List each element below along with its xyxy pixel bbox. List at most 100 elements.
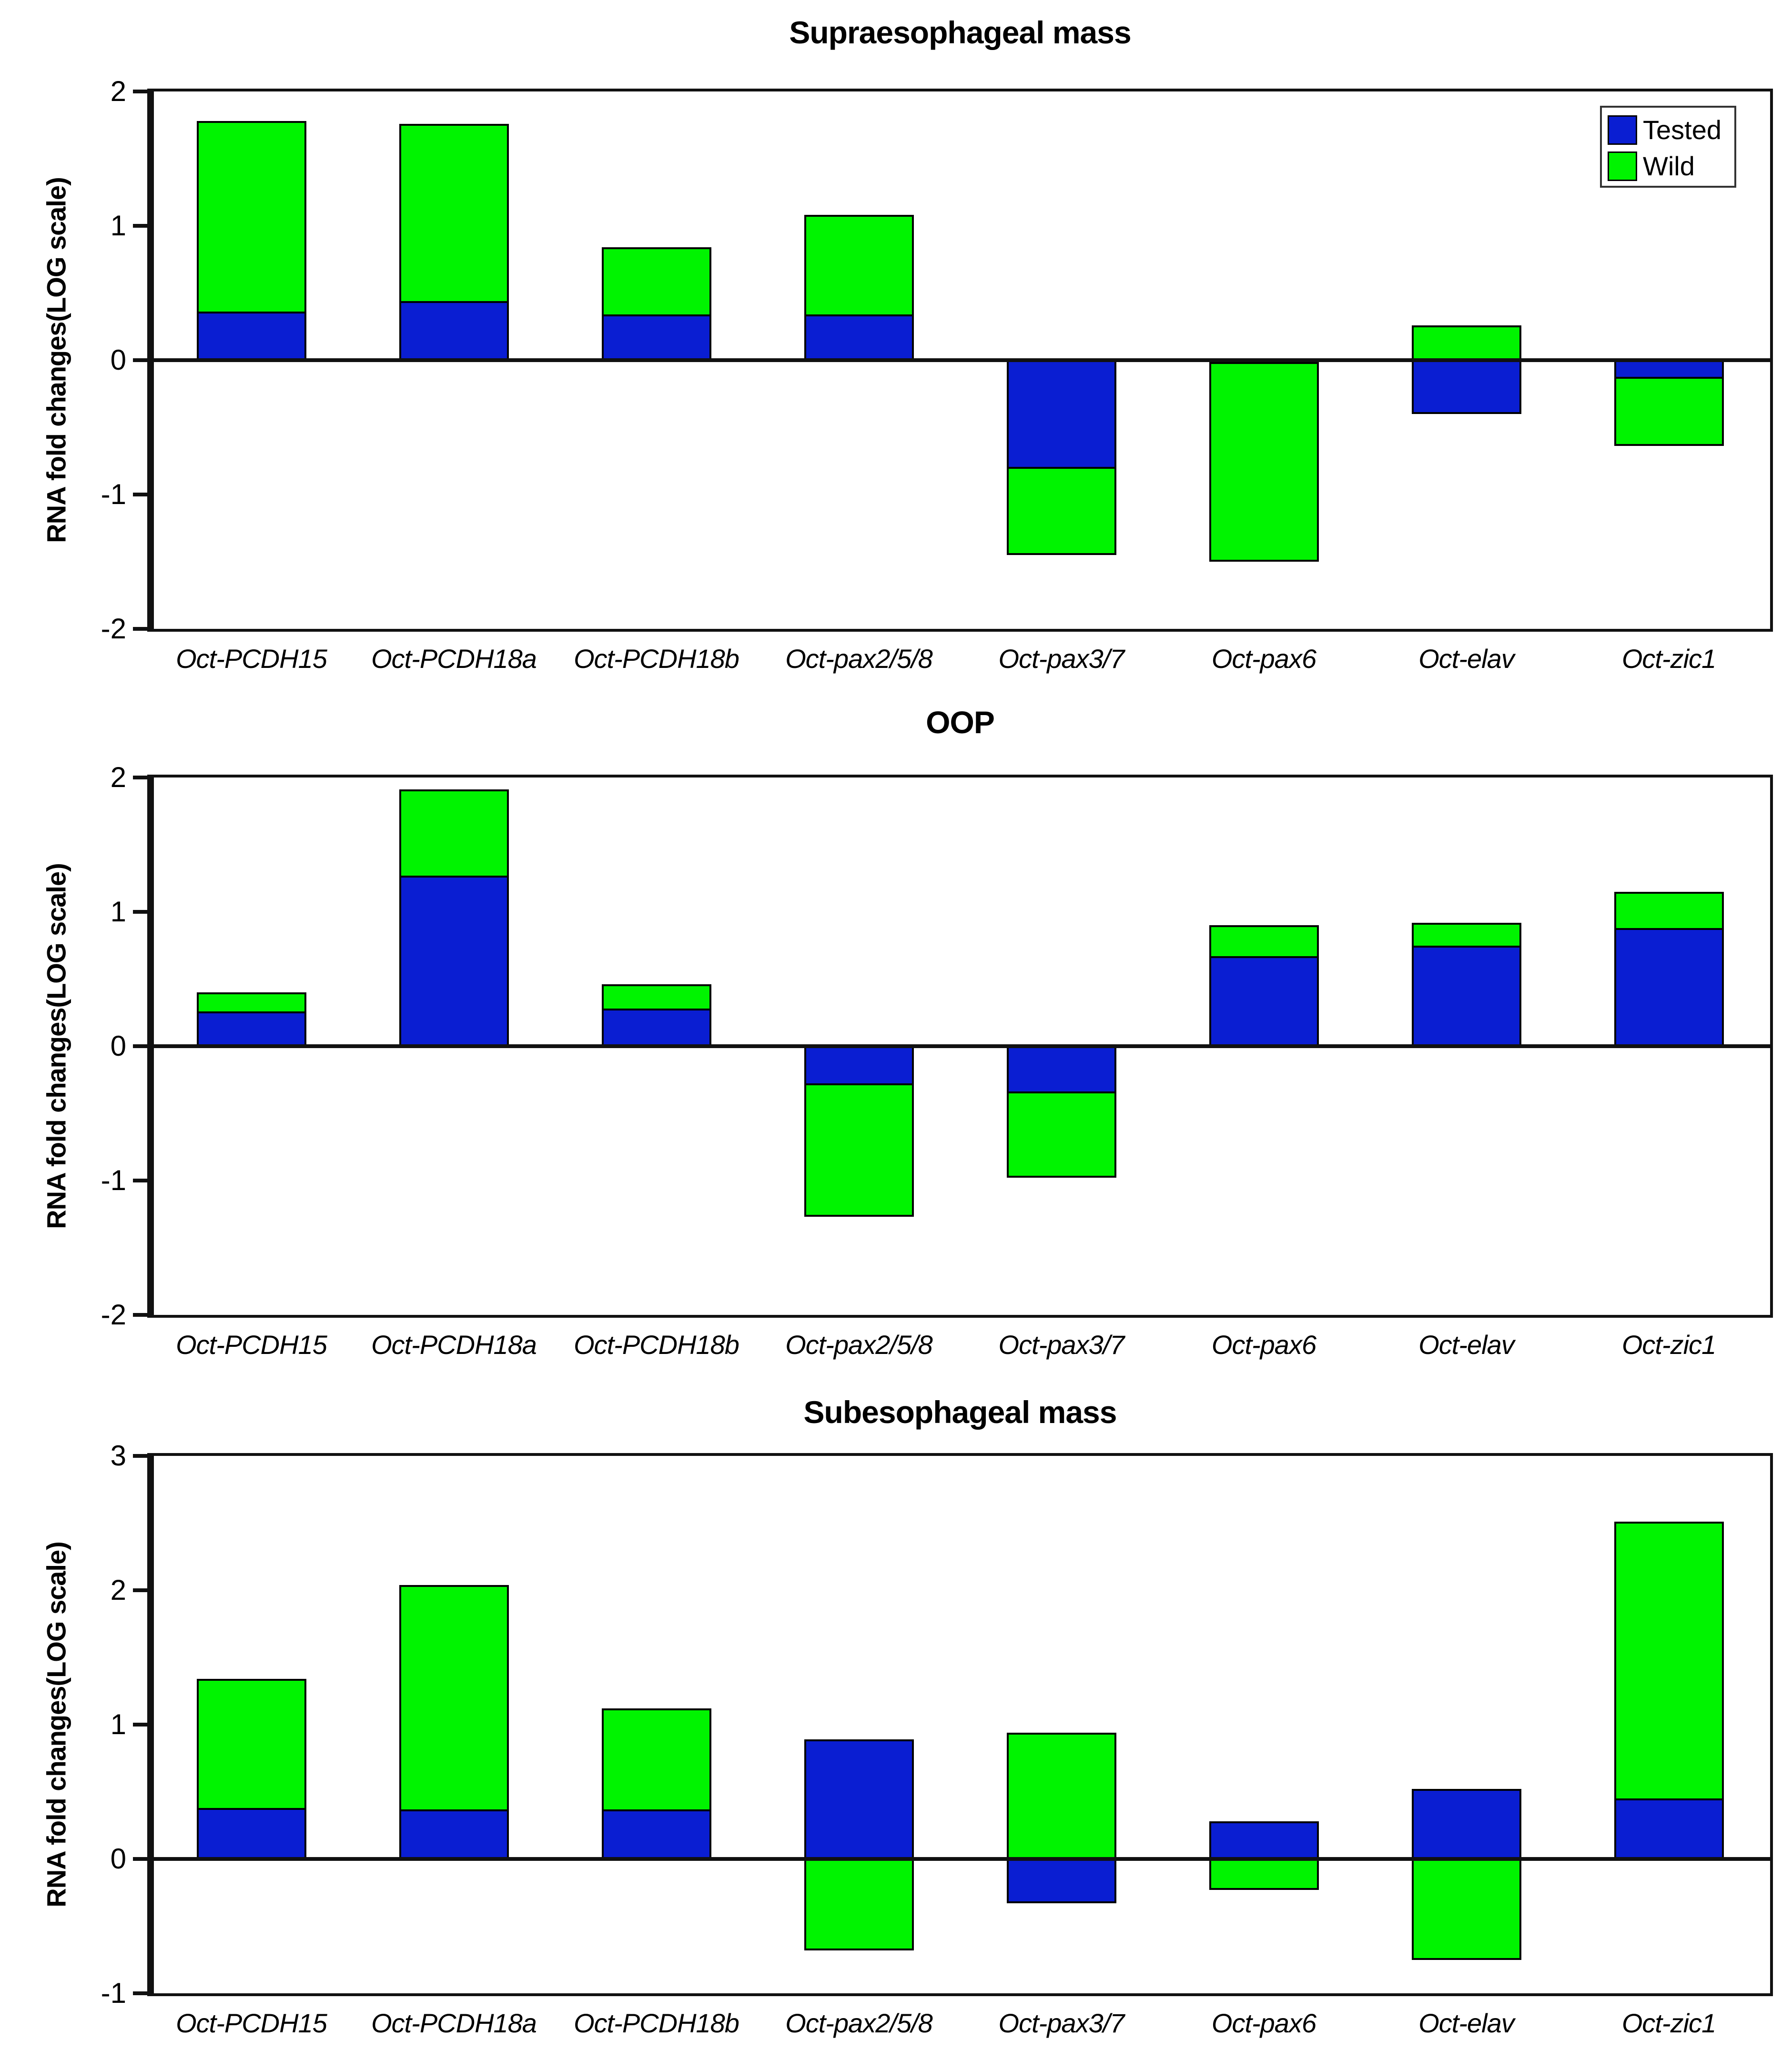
x-tick-label: Oct-PCDH18b	[574, 2008, 739, 2038]
bar-tested-Oct-elav	[1411, 945, 1521, 1046]
y-tick-label: -1	[101, 478, 126, 510]
legend-label-tested: Tested	[1643, 115, 1721, 145]
y-tick-mark	[133, 1991, 150, 1995]
x-tick-label: Oct-zic1	[1621, 644, 1716, 674]
bar-tested-Oct-pax2/5/8	[804, 314, 914, 360]
bar-tested-Oct-PCDH15	[196, 1807, 306, 1859]
y-tick-label: 1	[110, 210, 126, 242]
chart-title: Subesophageal mass	[803, 1394, 1117, 1430]
y-axis-spine	[150, 1456, 154, 1993]
y-tick-label: -1	[101, 1164, 126, 1196]
x-tick-label: Oct-PCDH18a	[371, 2008, 537, 2038]
bar-tested-Oct-PCDH18a	[399, 1809, 509, 1859]
x-tick-label: Oct-PCDH18b	[574, 1330, 739, 1360]
x-tick-label: Oct-PCDH15	[176, 1330, 327, 1360]
y-tick-label: 2	[110, 761, 126, 793]
legend: Tested Wild	[1600, 106, 1736, 188]
bar-tested-Oct-pax2/5/8	[804, 1046, 914, 1085]
x-tick-label: Oct-PCDH15	[176, 644, 327, 674]
x-tick-label: Oct-pax3/7	[998, 2008, 1125, 2038]
plot-area	[147, 775, 1773, 1318]
x-tick-label: Oct-PCDH15	[176, 2008, 327, 2038]
bar-tested-Oct-PCDH15	[196, 1011, 306, 1046]
chart-section-supraesophageal: Supraesophageal mass RNA fold changes(LO…	[0, 0, 1792, 690]
bar-tested-Oct-pax3/7	[1006, 360, 1116, 469]
bar-tested-Oct-elav	[1411, 360, 1521, 414]
bar-wild-Oct-elav	[1411, 325, 1521, 360]
bar-tested-Oct-pax6	[1209, 1821, 1319, 1859]
bar-tested-Oct-pax3/7	[1006, 1859, 1116, 1904]
bar-tested-Oct-PCDH18a	[399, 301, 509, 360]
chart-section-subesophageal: Subesophageal mass RNA fold changes(LOG …	[0, 1380, 1792, 2070]
y-tick-mark	[133, 1179, 150, 1182]
x-tick-label: Oct-elav	[1418, 644, 1515, 674]
bar-wild-Oct-pax2/5/8	[804, 1859, 914, 1950]
y-tick-label: 0	[110, 1030, 126, 1062]
legend-label-wild: Wild	[1643, 151, 1695, 181]
bar-tested-Oct-zic1	[1614, 360, 1724, 379]
chart-section-oop: OOP RNA fold changes(LOG scale) 2 1 0 -1 -2 O…	[0, 690, 1792, 1380]
y-tick-label: 2	[110, 1574, 126, 1606]
bar-wild-Oct-elav	[1411, 1859, 1521, 1960]
y-tick-label: 0	[110, 344, 126, 376]
zero-axis-line	[150, 358, 1770, 362]
y-tick-mark	[133, 776, 150, 779]
bar-wild-Oct-pax3/7	[1006, 1732, 1116, 1859]
y-tick-mark	[133, 1588, 150, 1592]
x-tick-label: Oct-pax2/5/8	[785, 2008, 933, 2038]
y-tick-mark	[133, 1313, 150, 1317]
y-tick-mark	[133, 493, 150, 496]
x-tick-label: Oct-zic1	[1621, 1330, 1716, 1360]
x-tick-label: Oct-zic1	[1621, 2008, 1716, 2038]
zero-axis-line	[150, 1857, 1770, 1861]
chart-title: OOP	[926, 705, 995, 740]
tested-swatch	[1608, 115, 1637, 145]
x-tick-label: Oct-elav	[1418, 2008, 1515, 2038]
x-tick-label: Oct-pax3/7	[998, 1330, 1125, 1360]
y-tick-mark	[133, 627, 150, 631]
y-tick-mark	[133, 910, 150, 914]
y-tick-label: 2	[110, 75, 126, 107]
plot-area	[147, 1453, 1773, 1996]
bar-tested-Oct-PCDH15	[196, 312, 306, 360]
y-tick-mark	[133, 1454, 150, 1458]
y-tick-label: -2	[101, 1299, 126, 1331]
bar-tested-Oct-pax2/5/8	[804, 1739, 914, 1859]
y-tick-mark	[133, 358, 150, 362]
x-tick-label: Oct-elav	[1418, 1330, 1515, 1360]
x-tick-label: Oct-pax3/7	[998, 644, 1125, 674]
bar-tested-Oct-zic1	[1614, 1798, 1724, 1859]
bar-wild-Oct-pax6	[1209, 1859, 1319, 1890]
x-tick-label: Oct-pax2/5/8	[785, 1330, 933, 1360]
y-tick-label: 0	[110, 1843, 126, 1875]
bar-tested-Oct-PCDH18a	[399, 875, 509, 1046]
chart-title: Supraesophageal mass	[789, 15, 1131, 50]
x-tick-label: Oct-pax6	[1211, 1330, 1316, 1360]
bar-tested-Oct-zic1	[1614, 928, 1724, 1046]
bar-tested-Oct-PCDH18b	[601, 314, 711, 360]
wild-swatch	[1608, 151, 1637, 181]
bar-tested-Oct-elav	[1411, 1789, 1521, 1859]
y-tick-label: 1	[110, 896, 126, 928]
bar-tested-Oct-PCDH18b	[601, 1809, 711, 1859]
y-tick-mark	[133, 1723, 150, 1727]
y-tick-label: 3	[110, 1440, 126, 1472]
bar-tested-Oct-pax3/7	[1006, 1046, 1116, 1093]
y-tick-mark	[133, 224, 150, 228]
y-tick-mark	[133, 1857, 150, 1861]
y-tick-mark	[133, 1044, 150, 1048]
x-tick-label: Oct-pax6	[1211, 2008, 1316, 2038]
y-tick-label: 1	[110, 1708, 126, 1740]
bar-tested-Oct-PCDH18b	[601, 1009, 711, 1046]
y-tick-mark	[133, 90, 150, 93]
y-tick-label: -2	[101, 613, 126, 645]
x-tick-label: Oct-PCDH18a	[371, 644, 537, 674]
y-tick-label: -1	[101, 1977, 126, 2009]
x-tick-label: Oct-PCDH18a	[371, 1330, 537, 1360]
bar-wild-Oct-pax6	[1209, 360, 1319, 562]
plot-area	[147, 89, 1773, 632]
zero-axis-line	[150, 1044, 1770, 1048]
x-tick-label: Oct-pax2/5/8	[785, 644, 933, 674]
x-tick-label: Oct-pax6	[1211, 644, 1316, 674]
